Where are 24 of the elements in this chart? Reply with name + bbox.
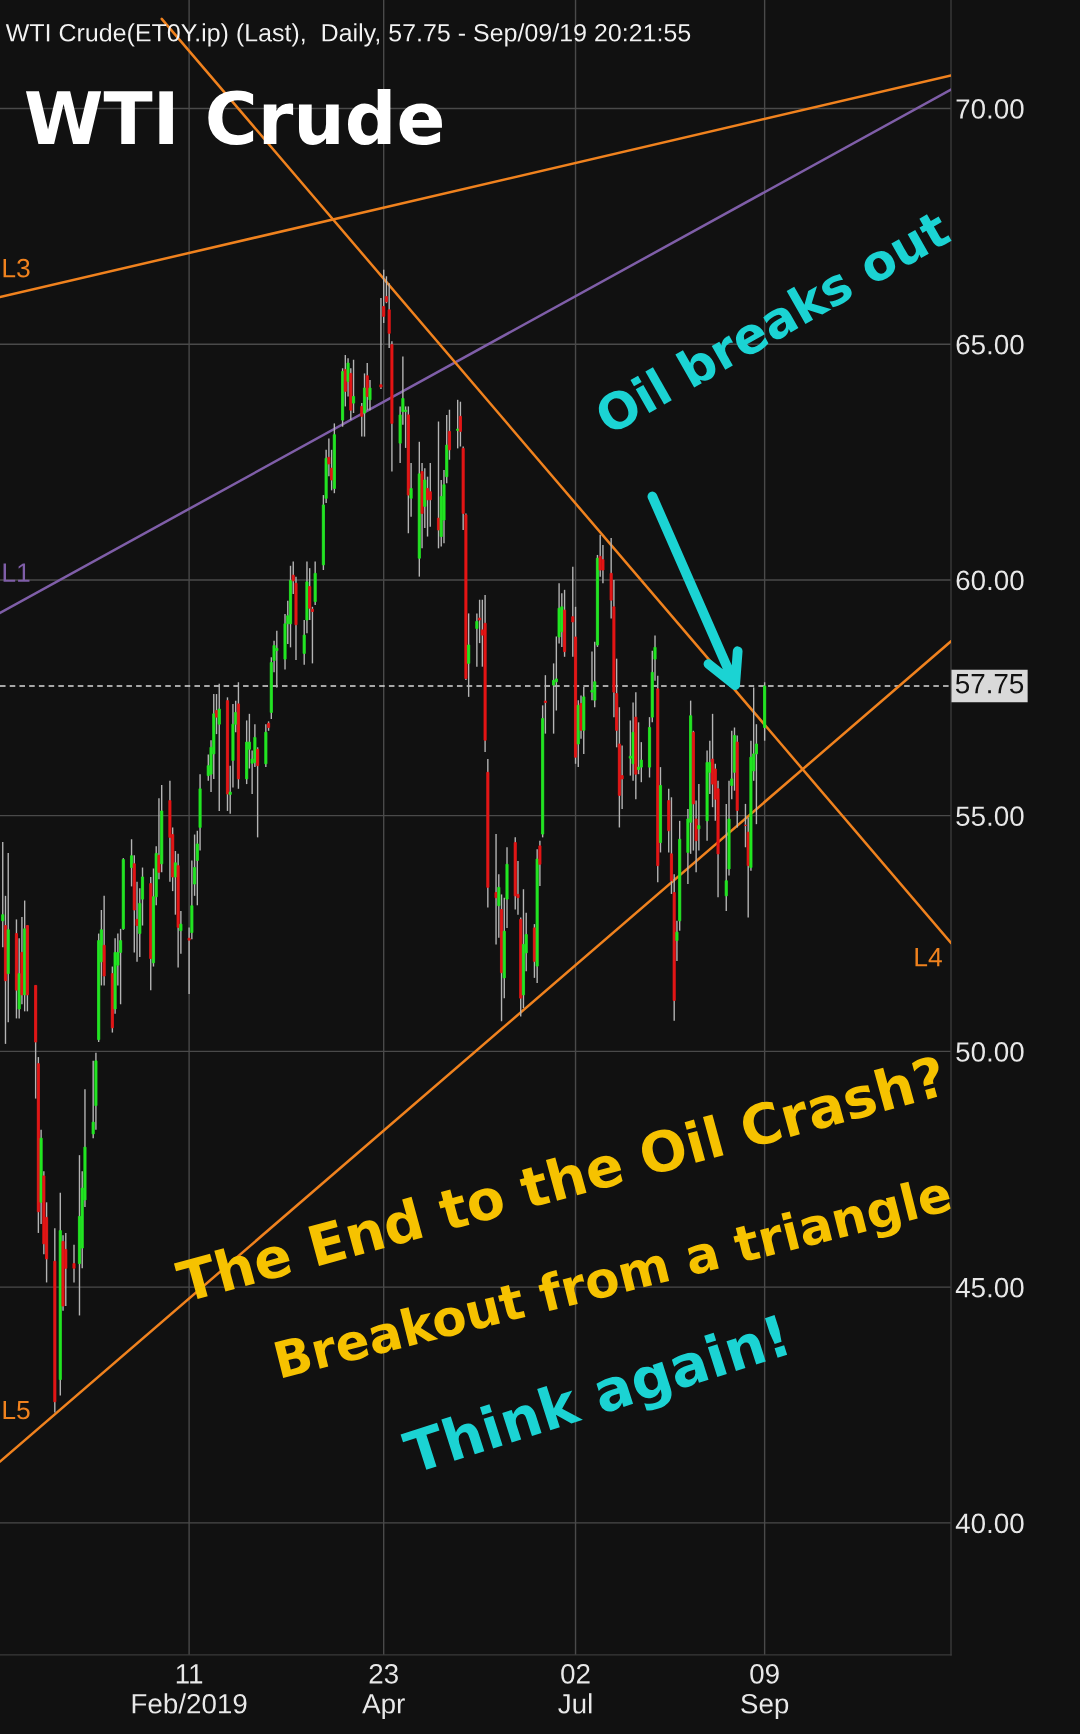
- x-tick-label: 09 Sep: [741, 1664, 789, 1720]
- y-tick-label: 70.00: [956, 99, 1024, 119]
- series-label: L5: [3, 1400, 30, 1420]
- ref-line-label: 57.75: [955, 674, 1024, 694]
- candlestick: [72, 1244, 76, 1284]
- series-label: L3: [3, 258, 30, 278]
- y-tick-label: 60.00: [956, 570, 1024, 591]
- y-tick-label: 45.00: [955, 1277, 1024, 1298]
- y-tick-label: 65.00: [956, 334, 1024, 355]
- series-label: L1: [3, 563, 30, 582]
- candlestick: [543, 674, 547, 735]
- candlestick: [658, 766, 663, 854]
- candlestick: [119, 928, 123, 1005]
- y-tick-label: 50.00: [956, 1042, 1024, 1062]
- x-tick-label: 11 Feb/2019: [132, 1664, 247, 1714]
- series-label: L4: [915, 948, 942, 967]
- candlestick: [275, 630, 279, 689]
- candlestick: [64, 1232, 68, 1307]
- y-tick-label: 40.00: [955, 1513, 1024, 1534]
- candlestick: [352, 359, 356, 414]
- y-tick-label: 55.00: [956, 806, 1024, 827]
- candlestick: [494, 833, 498, 946]
- x-tick-label: 02 Jul: [558, 1664, 592, 1714]
- x-tick-label: 23 Apr: [362, 1664, 405, 1720]
